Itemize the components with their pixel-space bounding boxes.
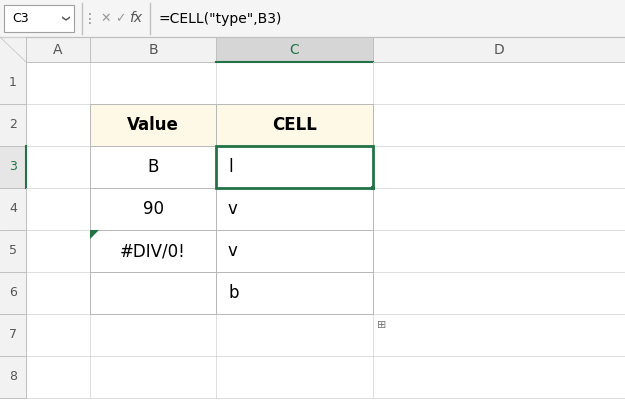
Bar	[90, 188, 216, 230]
Text: 90: 90	[142, 200, 164, 218]
Text: l: l	[228, 158, 232, 176]
Bar	[90, 314, 216, 356]
Text: 4: 4	[9, 203, 17, 215]
Bar	[0, 188, 26, 230]
Text: 6: 6	[9, 286, 17, 300]
Bar	[90, 37, 216, 62]
Bar	[371, 186, 375, 190]
Bar	[90, 188, 216, 230]
Bar	[373, 356, 625, 398]
Text: C: C	[289, 43, 299, 57]
Bar	[26, 230, 90, 272]
Text: CELL: CELL	[272, 116, 317, 134]
Bar	[90, 146, 216, 188]
Text: 3: 3	[9, 160, 17, 174]
Bar	[216, 146, 373, 188]
Bar	[216, 272, 373, 314]
Bar	[90, 104, 216, 146]
Bar	[216, 356, 373, 398]
Bar	[216, 146, 373, 188]
Text: 7: 7	[9, 328, 17, 342]
Text: A: A	[53, 43, 63, 57]
Bar	[4, 5, 74, 32]
Bar	[216, 188, 373, 230]
Text: B: B	[148, 43, 158, 57]
Bar	[216, 104, 373, 146]
Text: Value: Value	[127, 116, 179, 134]
Bar	[26, 104, 90, 146]
Bar	[0, 314, 26, 356]
Bar	[216, 314, 373, 356]
Bar	[373, 188, 625, 230]
Bar	[90, 62, 216, 104]
Text: v: v	[228, 200, 238, 218]
Bar	[90, 272, 216, 314]
Bar	[216, 230, 373, 272]
Bar	[91, 105, 215, 145]
Text: 2: 2	[9, 119, 17, 132]
Bar	[0, 104, 26, 146]
Bar	[217, 105, 372, 145]
Bar	[90, 230, 216, 272]
Bar	[373, 62, 625, 104]
Bar	[0, 0, 625, 37]
Bar	[90, 230, 216, 272]
Bar	[216, 104, 373, 146]
Text: ✕: ✕	[101, 12, 111, 25]
Text: 5: 5	[9, 245, 17, 257]
Text: fx: fx	[129, 12, 142, 26]
Text: v: v	[228, 242, 238, 260]
Bar	[0, 272, 26, 314]
Bar	[216, 146, 373, 188]
Bar	[26, 62, 90, 104]
Text: ❯: ❯	[59, 15, 69, 22]
Bar	[90, 104, 216, 146]
Bar	[90, 356, 216, 398]
Text: =CELL("type",B3): =CELL("type",B3)	[158, 12, 281, 26]
Bar	[216, 104, 373, 146]
Bar	[373, 314, 625, 356]
Bar	[216, 62, 373, 104]
Bar	[373, 272, 625, 314]
Bar	[90, 272, 216, 314]
Text: B: B	[148, 158, 159, 176]
Bar	[216, 37, 373, 62]
Bar	[216, 272, 373, 314]
Bar	[0, 230, 26, 272]
Bar	[90, 146, 216, 188]
Bar	[26, 146, 90, 188]
Text: 8: 8	[9, 371, 17, 383]
Text: ⋮: ⋮	[83, 12, 97, 26]
Text: ⊞: ⊞	[377, 320, 386, 330]
Bar	[373, 230, 625, 272]
Bar	[0, 356, 26, 398]
Bar	[26, 37, 90, 62]
Text: #DIV/0!: #DIV/0!	[120, 242, 186, 260]
Bar	[0, 62, 26, 104]
Text: D: D	[494, 43, 504, 57]
Polygon shape	[90, 230, 99, 239]
Bar	[26, 314, 90, 356]
Bar	[0, 37, 26, 62]
Text: C3: C3	[12, 12, 29, 25]
Bar	[373, 37, 625, 62]
Bar	[373, 104, 625, 146]
Bar	[216, 188, 373, 230]
Bar	[90, 104, 216, 146]
Bar	[373, 146, 625, 188]
Bar	[26, 356, 90, 398]
Text: ✓: ✓	[115, 12, 125, 25]
Text: b: b	[228, 284, 239, 302]
Bar	[0, 146, 26, 188]
Bar	[26, 188, 90, 230]
Bar	[26, 272, 90, 314]
Bar	[216, 146, 373, 188]
Bar	[216, 230, 373, 272]
Text: 1: 1	[9, 77, 17, 89]
